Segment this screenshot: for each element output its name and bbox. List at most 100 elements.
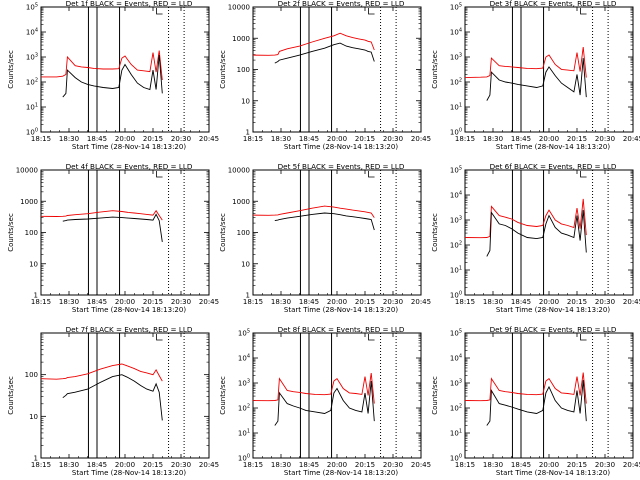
y-axis-label: Counts/sec xyxy=(219,376,227,415)
x-tick-label: 20:00 xyxy=(327,298,347,306)
y-tick-label: 1 xyxy=(34,292,38,300)
x-axis-label: Start Time (28-Nov-14 18:13:20) xyxy=(496,469,610,477)
x-tick-label: 20:00 xyxy=(539,298,559,306)
y-tick-label: 105 xyxy=(26,3,38,12)
bracket-mark xyxy=(580,171,587,178)
x-axis-label: Start Time (28-Nov-14 18:13:20) xyxy=(72,306,186,314)
x-tick-label: 18:15 xyxy=(243,298,263,306)
x-tick-label: 20:00 xyxy=(115,461,135,469)
y-tick-label: 101 xyxy=(450,103,462,112)
lld-series-line xyxy=(40,209,163,221)
y-tick-label: 100 xyxy=(450,291,462,300)
events-series-line xyxy=(62,374,163,421)
chart-panel: Det 2f BLACK = Events, RED = LLD 1 10 100 10… xyxy=(219,0,431,151)
x-tick-label: 18:30 xyxy=(271,461,291,469)
x-tick-label: 20:45 xyxy=(623,461,640,469)
chart-title: Det 7f BLACK = Events, RED = LLD xyxy=(66,325,193,334)
x-tick-label: 20:45 xyxy=(623,298,640,306)
bracket-mark xyxy=(580,334,587,341)
x-tick-label: 18:45 xyxy=(511,135,531,143)
x-tick-label: 18:30 xyxy=(59,298,79,306)
y-tick-label: 102 xyxy=(450,78,462,87)
y-tick-label: 104 xyxy=(238,354,250,363)
y-tick-label: 103 xyxy=(450,216,462,225)
x-tick-label: 18:45 xyxy=(299,461,319,469)
x-tick-label: 20:15 xyxy=(355,135,375,143)
y-tick-label: 102 xyxy=(26,78,38,87)
x-tick-label: 20:45 xyxy=(199,135,219,143)
x-tick-label: 20:00 xyxy=(115,135,135,143)
x-tick-label: 20:30 xyxy=(171,461,191,469)
y-axis-label: Counts/sec xyxy=(219,50,227,89)
x-tick-label: 18:15 xyxy=(31,298,51,306)
chart-panel: Det 3f BLACK = Events, RED = LLD 100 101 10… xyxy=(431,0,640,151)
bracket-mark xyxy=(368,8,375,15)
y-tick-label: 105 xyxy=(450,329,462,338)
x-tick-label: 20:15 xyxy=(143,461,163,469)
y-tick-label: 100 xyxy=(450,128,462,137)
x-tick-label: 18:15 xyxy=(455,135,475,143)
chart-title: Det 3f BLACK = Events, RED = LLD xyxy=(490,0,617,8)
x-tick-label: 20:30 xyxy=(383,461,403,469)
y-tick-label: 104 xyxy=(26,28,38,37)
events-series-line xyxy=(274,380,375,426)
y-tick-label: 105 xyxy=(450,3,462,12)
x-axis-label: Start Time (28-Nov-14 18:13:20) xyxy=(496,306,610,314)
x-tick-label: 18:45 xyxy=(299,135,319,143)
x-tick-label: 18:15 xyxy=(455,461,475,469)
y-tick-label: 1 xyxy=(246,292,250,300)
x-tick-label: 20:15 xyxy=(355,298,375,306)
lld-series-line xyxy=(252,205,375,218)
x-tick-label: 18:45 xyxy=(511,461,531,469)
y-tick-label: 105 xyxy=(450,166,462,175)
y-tick-label: 104 xyxy=(450,191,462,200)
x-tick-label: 20:30 xyxy=(383,135,403,143)
x-tick-label: 20:45 xyxy=(199,298,219,306)
x-axis-label: Start Time (28-Nov-14 18:13:20) xyxy=(284,143,398,151)
x-tick-label: 18:15 xyxy=(31,135,51,143)
x-tick-label: 18:15 xyxy=(243,135,263,143)
chart-title: Det 2f BLACK = Events, RED = LLD xyxy=(278,0,405,8)
chart-title: Det 1f BLACK = Events, RED = LLD xyxy=(66,0,193,8)
y-tick-label: 1000 xyxy=(232,198,250,206)
x-axis-label: Start Time (28-Nov-14 18:13:20) xyxy=(72,143,186,151)
y-tick-label: 100 xyxy=(26,128,38,137)
y-tick-label: 103 xyxy=(238,379,250,388)
y-tick-label: 100 xyxy=(237,229,250,237)
y-tick-label: 1 xyxy=(246,129,250,137)
y-axis-label: Counts/sec xyxy=(431,213,439,252)
lld-series-line xyxy=(464,372,587,404)
x-tick-label: 20:15 xyxy=(355,461,375,469)
x-tick-label: 20:45 xyxy=(199,461,219,469)
x-tick-label: 20:00 xyxy=(327,135,347,143)
events-series-line xyxy=(486,380,587,426)
x-axis-label: Start Time (28-Nov-14 18:13:20) xyxy=(284,306,398,314)
x-tick-label: 20:15 xyxy=(567,298,587,306)
y-tick-label: 1000 xyxy=(20,198,38,206)
events-series-line xyxy=(486,210,587,257)
x-tick-label: 20:15 xyxy=(567,461,587,469)
y-axis-label: Counts/sec xyxy=(431,50,439,89)
chart-title: Det 4f BLACK = Events, RED = LLD xyxy=(66,162,193,171)
x-tick-label: 18:45 xyxy=(87,461,107,469)
y-axis-label: Counts/sec xyxy=(7,376,15,415)
x-tick-label: 20:15 xyxy=(143,135,163,143)
x-tick-label: 20:45 xyxy=(411,135,431,143)
y-tick-label: 10000 xyxy=(228,4,250,12)
x-tick-label: 20:30 xyxy=(171,298,191,306)
y-tick-label: 102 xyxy=(450,404,462,413)
y-tick-label: 1000 xyxy=(232,35,250,43)
bracket-mark xyxy=(368,171,375,178)
events-series-line xyxy=(274,42,375,64)
y-tick-label: 10 xyxy=(29,413,38,421)
events-series-line xyxy=(62,213,163,242)
x-tick-label: 20:00 xyxy=(115,298,135,306)
x-tick-label: 18:45 xyxy=(87,298,107,306)
bracket-mark xyxy=(156,8,163,15)
x-tick-label: 18:45 xyxy=(87,135,107,143)
y-tick-label: 100 xyxy=(25,371,38,379)
lld-series-line xyxy=(464,47,587,79)
y-tick-label: 102 xyxy=(238,404,250,413)
bracket-mark xyxy=(156,334,163,341)
